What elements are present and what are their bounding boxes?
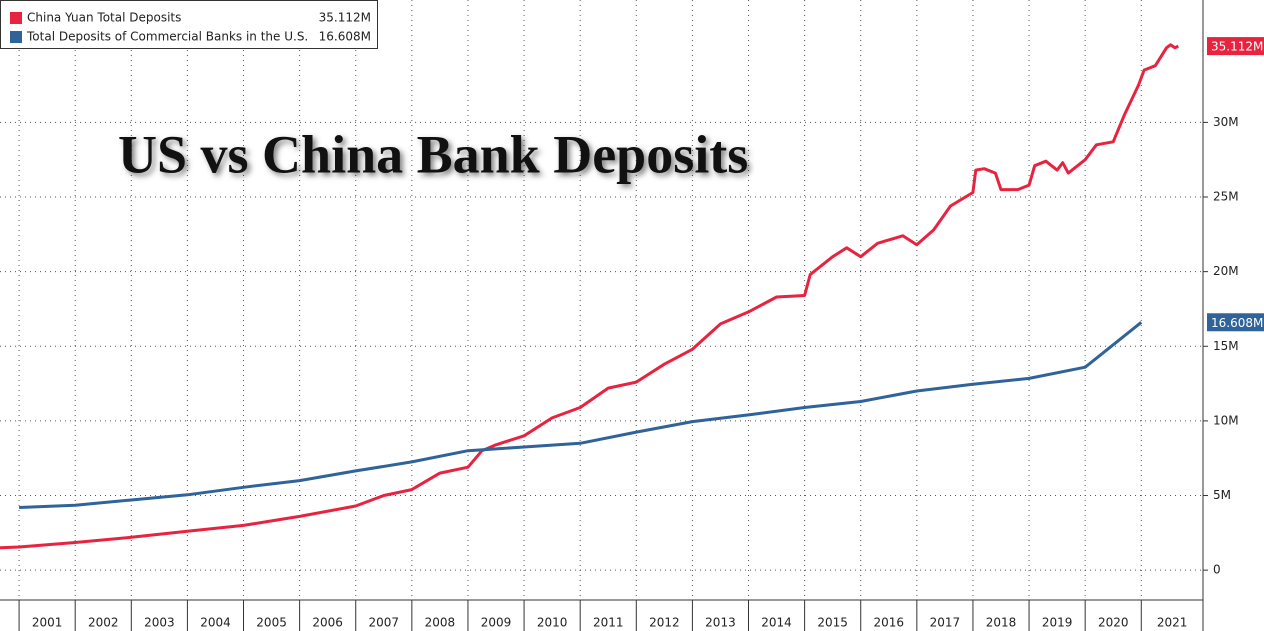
last-value-label: 35.112M bbox=[1211, 40, 1263, 54]
x-tick-label: 2009 bbox=[481, 616, 512, 630]
x-tick-label: 2004 bbox=[200, 616, 231, 630]
x-tick-label: 2002 bbox=[88, 616, 119, 630]
x-tick-label: 2016 bbox=[874, 616, 905, 630]
y-tick-label: 0 bbox=[1213, 563, 1221, 577]
y-tick-label: 5M bbox=[1213, 488, 1231, 502]
x-tick-label: 2005 bbox=[256, 616, 287, 630]
x-tick-label: 2003 bbox=[144, 616, 175, 630]
x-tick-label: 2020 bbox=[1098, 616, 1129, 630]
x-tick-label: 2017 bbox=[930, 616, 961, 630]
x-tick-label: 2006 bbox=[312, 616, 343, 630]
y-tick-label: 10M bbox=[1213, 413, 1239, 427]
x-tick-label: 2012 bbox=[649, 616, 680, 630]
legend-value: 16.608M bbox=[319, 30, 371, 44]
series-line bbox=[19, 321, 1143, 509]
last-value-label: 16.608M bbox=[1211, 316, 1263, 330]
x-tick-label: 2013 bbox=[705, 616, 736, 630]
x-tick-label: 2008 bbox=[425, 616, 456, 630]
y-tick-label: 25M bbox=[1213, 190, 1239, 204]
y-tick-label: 30M bbox=[1213, 115, 1239, 129]
x-tick-label: 2015 bbox=[817, 616, 848, 630]
x-tick-label: 2001 bbox=[32, 616, 63, 630]
x-tick-label: 2018 bbox=[986, 616, 1017, 630]
x-tick-label: 2011 bbox=[593, 616, 624, 630]
y-tick-label: 20M bbox=[1213, 264, 1239, 278]
last-value-tag bbox=[1207, 37, 1264, 56]
x-tick-label: 2021 bbox=[1157, 616, 1188, 630]
last-value-tag bbox=[1207, 313, 1264, 332]
chart-title: US vs China Bank Deposits bbox=[118, 124, 748, 184]
legend-swatch bbox=[10, 31, 22, 43]
legend-value: 35.112M bbox=[319, 11, 371, 25]
legend: China Yuan Total Deposits 35.112M Total De… bbox=[0, 0, 378, 49]
x-tick-label: 2014 bbox=[761, 616, 792, 630]
legend-box bbox=[0, 0, 378, 49]
y-tick-label: 15M bbox=[1213, 339, 1239, 353]
x-tick-label: 2019 bbox=[1042, 616, 1073, 630]
legend-label: China Yuan Total Deposits bbox=[27, 11, 181, 25]
x-tick-label: 2010 bbox=[537, 616, 568, 630]
legend-swatch bbox=[10, 12, 22, 24]
x-tick-label: 2007 bbox=[369, 616, 400, 630]
series-line bbox=[0, 43, 1179, 550]
legend-label: Total Deposits of Commercial Banks in th… bbox=[26, 30, 308, 44]
